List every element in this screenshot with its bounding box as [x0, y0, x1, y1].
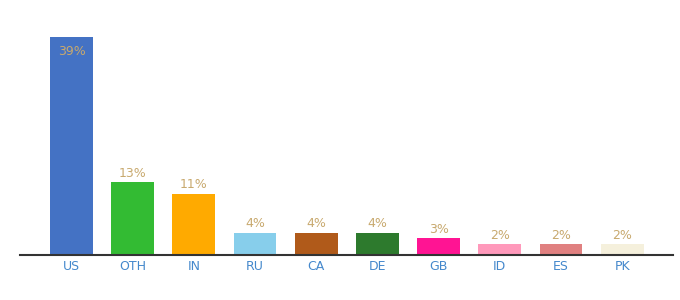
Bar — [234, 232, 277, 255]
Text: 2%: 2% — [490, 229, 510, 242]
Text: 39%: 39% — [58, 45, 86, 58]
Bar — [112, 182, 154, 255]
Bar — [50, 37, 93, 255]
Text: 2%: 2% — [612, 229, 632, 242]
Text: 4%: 4% — [245, 218, 265, 230]
Bar — [417, 238, 460, 255]
Text: 13%: 13% — [119, 167, 147, 180]
Bar — [356, 232, 398, 255]
Text: 4%: 4% — [306, 218, 326, 230]
Bar — [539, 244, 582, 255]
Bar — [173, 194, 216, 255]
Text: 11%: 11% — [180, 178, 207, 191]
Bar — [478, 244, 521, 255]
Bar — [295, 232, 338, 255]
Text: 3%: 3% — [428, 223, 449, 236]
Text: 4%: 4% — [367, 218, 388, 230]
Bar — [600, 244, 643, 255]
Text: 2%: 2% — [551, 229, 571, 242]
